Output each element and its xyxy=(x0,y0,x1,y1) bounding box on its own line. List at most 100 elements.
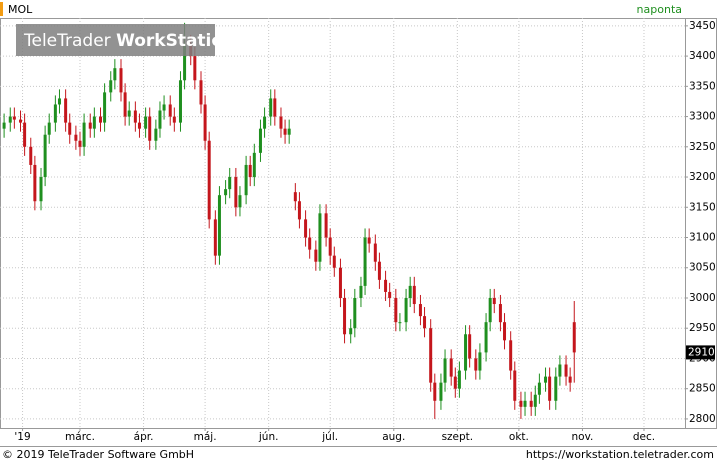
candle-body xyxy=(429,328,433,383)
x-tick-label: okt. xyxy=(509,431,529,443)
candle-body xyxy=(519,400,523,407)
x-tick-label: márc. xyxy=(65,431,95,443)
candle-body xyxy=(207,140,211,220)
x-tick-label: '19 xyxy=(14,431,30,443)
candle-body xyxy=(373,243,377,262)
candle-body xyxy=(314,249,318,262)
y-tick-label: 3350 xyxy=(689,80,716,92)
candle-body xyxy=(404,297,408,323)
candle-body xyxy=(183,44,187,81)
y-tick-label: 3100 xyxy=(689,232,716,244)
candle-body xyxy=(308,237,312,250)
candle-body xyxy=(2,122,6,129)
candle-body xyxy=(297,201,301,220)
candle-body xyxy=(544,376,548,383)
interval: naponta xyxy=(637,3,682,16)
candle-body xyxy=(127,110,131,117)
x-tick-label: nov. xyxy=(572,431,594,443)
candle-body xyxy=(154,128,158,141)
candle-body xyxy=(33,164,37,202)
candle-body xyxy=(474,358,478,371)
x-tick-label: dec. xyxy=(633,431,655,443)
candle-body xyxy=(109,80,113,93)
candle-body xyxy=(224,189,228,196)
candle-body xyxy=(252,152,256,178)
x-tick-label: júl. xyxy=(321,431,338,443)
watermark-box xyxy=(16,24,215,56)
y-tick-label: 3250 xyxy=(689,141,716,153)
candle-body xyxy=(449,358,453,377)
candle-body xyxy=(64,98,68,123)
candle-body xyxy=(443,358,447,383)
candle-body xyxy=(39,177,43,202)
candle-body xyxy=(318,213,322,262)
candle-body xyxy=(412,285,416,305)
candle-body xyxy=(203,104,207,141)
url: https://workstation.teletrader.com xyxy=(526,448,714,461)
candle-body xyxy=(529,400,533,407)
candle-body xyxy=(244,164,248,196)
candle-body xyxy=(367,237,371,244)
candle-body xyxy=(123,92,127,117)
candle-body xyxy=(178,80,182,123)
candle-body xyxy=(144,116,148,129)
candle-body xyxy=(148,116,152,141)
candle-body xyxy=(263,116,267,129)
watermark-brand: TeleTrader xyxy=(23,31,111,51)
plot: 2800285029002950300030503100315032003250… xyxy=(0,18,716,443)
candle-body xyxy=(398,322,402,324)
candle-body xyxy=(363,237,367,286)
candle-body xyxy=(168,104,172,117)
candle-body xyxy=(523,400,527,407)
y-tick-label: 3400 xyxy=(689,50,716,62)
candle-body xyxy=(57,98,61,105)
candle-body xyxy=(199,80,203,105)
candle-body xyxy=(394,297,398,323)
x-tick-label: szept. xyxy=(442,431,474,443)
candle-body xyxy=(19,119,23,123)
candle-body xyxy=(269,98,273,117)
candle-body xyxy=(193,56,197,81)
y-tick-label: 3300 xyxy=(689,111,716,123)
candle-body xyxy=(568,376,572,383)
candle-body xyxy=(324,213,328,238)
candle-body xyxy=(384,279,388,292)
candle-body xyxy=(433,382,437,401)
candle-body xyxy=(29,146,33,165)
candle-body xyxy=(293,192,297,202)
candle-body xyxy=(113,68,117,81)
candle-body xyxy=(558,364,562,377)
candle-body xyxy=(283,128,287,135)
candle-body xyxy=(498,304,502,323)
candle-body xyxy=(328,237,332,256)
candle-body xyxy=(408,285,412,298)
symbol-marker xyxy=(0,2,3,16)
y-tick-label: 3200 xyxy=(689,171,716,183)
candle-body xyxy=(158,110,162,129)
candle-body xyxy=(8,116,12,123)
candle-body xyxy=(172,116,176,123)
candle-body xyxy=(572,322,576,353)
candle-body xyxy=(133,110,137,123)
candle-body xyxy=(228,177,232,190)
candle-body xyxy=(492,297,496,305)
x-tick-label: jún. xyxy=(258,431,279,443)
candle-body xyxy=(47,122,51,135)
watermark: TeleTrader WorkStation xyxy=(23,31,235,51)
candle-body xyxy=(248,164,252,178)
candle-body xyxy=(453,376,457,389)
candle-body xyxy=(137,122,141,129)
y-tick-label: 2800 xyxy=(689,413,716,425)
candle-body xyxy=(503,322,507,341)
y-tick-label: 2950 xyxy=(689,322,716,334)
candle-body xyxy=(488,297,492,323)
candle-body xyxy=(304,219,308,238)
candle-body xyxy=(359,285,363,298)
candle-body xyxy=(103,92,107,123)
candle-body xyxy=(23,122,27,147)
candle-body xyxy=(213,219,217,256)
copyright: © 2019 TeleTrader Software GmbH xyxy=(2,448,194,461)
